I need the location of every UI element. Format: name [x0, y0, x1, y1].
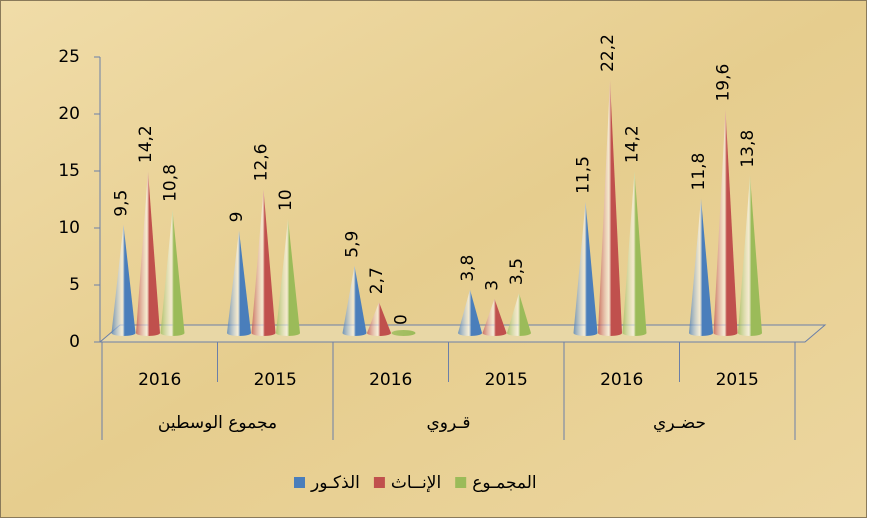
value-label: 9,5 — [112, 190, 132, 217]
value-label: 11,5 — [574, 156, 594, 194]
x-tick-label: 2016 — [138, 370, 181, 390]
legend-label: الإنــاث — [391, 473, 441, 493]
y-tick-label: 15 — [58, 161, 80, 181]
cone — [713, 109, 738, 336]
legend-swatch — [455, 477, 467, 488]
x-tick-label: 2015 — [716, 370, 759, 390]
cone — [738, 175, 762, 336]
cone — [160, 209, 185, 336]
cone — [342, 265, 367, 336]
legend-label: الذكـور — [310, 473, 360, 493]
cone — [689, 198, 713, 336]
y-tick-label: 5 — [69, 275, 80, 295]
value-label: 3,5 — [507, 258, 527, 285]
group-label: حضـري — [653, 413, 706, 433]
value-label: 13,8 — [738, 130, 758, 168]
cone — [227, 230, 251, 336]
x-tick-label: 2015 — [254, 370, 297, 390]
x-tick-label: 2015 — [485, 370, 528, 390]
value-label: 10,8 — [161, 164, 181, 202]
y-tick-label: 10 — [58, 218, 80, 238]
value-label: 14,2 — [623, 125, 643, 163]
value-label: 12,6 — [252, 144, 272, 182]
x-tick-label: 2016 — [369, 370, 412, 390]
group-label: قـروي — [426, 413, 470, 433]
value-label: 9 — [227, 212, 247, 223]
value-label: 22,2 — [598, 34, 618, 72]
cone — [598, 79, 622, 337]
value-label: 14,2 — [136, 125, 156, 163]
legend-swatch — [294, 477, 305, 488]
y-tick-label: 0 — [69, 332, 80, 352]
cone — [482, 298, 507, 336]
legend-label: المجمـوع — [472, 473, 536, 493]
cone — [136, 171, 160, 336]
value-label: 3 — [483, 280, 503, 291]
value-label: 3,8 — [458, 255, 478, 282]
value-label: 19,6 — [714, 64, 734, 102]
cone — [367, 302, 391, 336]
cone — [622, 171, 647, 336]
x-tick-label: 2016 — [600, 370, 643, 390]
cone — [507, 293, 531, 336]
value-label: 11,8 — [689, 153, 709, 191]
value-label: 10 — [276, 189, 296, 211]
value-label: 5,9 — [343, 231, 363, 258]
cone — [111, 224, 136, 336]
value-label: 2,7 — [367, 267, 387, 294]
cone — [573, 201, 598, 336]
y-tick-label: 25 — [58, 47, 80, 67]
cone — [251, 189, 276, 336]
value-label: 0 — [392, 314, 412, 325]
cone — [458, 289, 482, 336]
legend-swatch — [373, 477, 385, 488]
group-label: مجموع الوسطين — [158, 413, 277, 433]
y-tick-label: 20 — [58, 104, 80, 124]
cone — [276, 219, 300, 336]
cone — [391, 330, 416, 336]
